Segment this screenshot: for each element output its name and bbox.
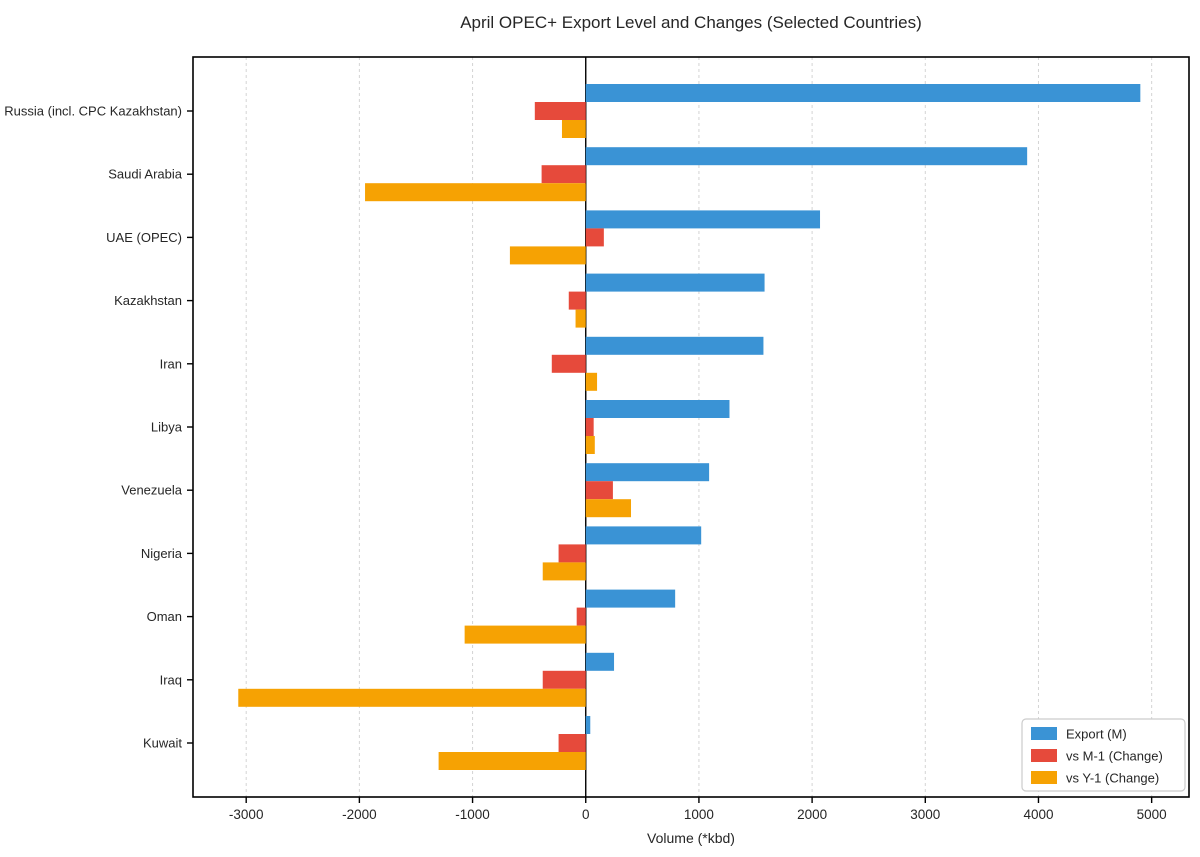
category-label: UAE (OPEC)	[106, 230, 182, 245]
bar-y1-change	[365, 183, 586, 202]
category-label: Iran	[160, 356, 182, 371]
category-label: Russia (incl. CPC Kazakhstan)	[4, 104, 182, 119]
x-tick-label: -1000	[455, 807, 490, 822]
legend-label: Export (M)	[1066, 727, 1127, 742]
category-label: Oman	[147, 609, 182, 624]
bar-y1-change	[561, 120, 586, 138]
category-label: Nigeria	[141, 546, 183, 561]
category-label: Saudi Arabia	[108, 167, 182, 182]
bar-y1-change	[585, 499, 632, 518]
category-label: Iraq	[160, 672, 182, 687]
legend-label: vs M-1 (Change)	[1066, 749, 1163, 764]
category-label: Kazakhstan	[114, 293, 182, 308]
bar-export	[585, 84, 1141, 102]
x-tick-label: 0	[582, 807, 590, 822]
bar-y1-change	[542, 562, 586, 581]
bar-m1-change	[551, 354, 586, 373]
bar-y1-change	[464, 625, 586, 644]
bar-export	[585, 716, 591, 734]
bar-y1-change	[509, 246, 586, 265]
bar-export	[585, 210, 821, 229]
x-tick-label: -3000	[229, 807, 264, 822]
bar-export	[585, 336, 764, 355]
bar-export	[585, 652, 615, 671]
bar-export	[585, 463, 710, 482]
category-label: Libya	[151, 420, 183, 435]
bar-y1-change	[238, 688, 586, 707]
chart-title: April OPEC+ Export Level and Changes (Se…	[460, 13, 922, 32]
category-label: Venezuela	[121, 483, 182, 498]
bar-m1-change	[534, 102, 586, 120]
x-tick-label: 5000	[1137, 807, 1167, 822]
x-axis-label: Volume (*kbd)	[647, 830, 735, 846]
x-tick-label: -2000	[342, 807, 377, 822]
bar-m1-change	[542, 670, 586, 689]
category-label: Kuwait	[143, 736, 182, 751]
bar-y1-change	[585, 436, 595, 454]
bar-m1-change	[576, 607, 586, 626]
bar-export	[585, 589, 676, 608]
bar-m1-change	[541, 165, 586, 184]
plot-border	[192, 56, 1190, 798]
legend-swatch	[1031, 727, 1057, 740]
bar-export	[585, 400, 730, 418]
bar-m1-change	[585, 228, 604, 247]
legend-swatch	[1031, 749, 1057, 762]
x-tick-label: 1000	[684, 807, 714, 822]
bar-export	[585, 273, 765, 292]
x-tick-label: 4000	[1023, 807, 1053, 822]
bar-m1-change	[558, 544, 586, 563]
bar-y1-change	[438, 752, 586, 770]
bar-export	[585, 526, 702, 545]
bar-m1-change	[585, 481, 613, 500]
bar-m1-change	[585, 418, 594, 436]
bar-m1-change	[558, 734, 586, 752]
bar-y1-change	[575, 309, 586, 328]
legend-box	[1021, 718, 1186, 792]
legend-label: vs Y-1 (Change)	[1066, 771, 1159, 786]
bar-m1-change	[568, 291, 586, 310]
x-tick-label: 2000	[797, 807, 827, 822]
x-tick-label: 3000	[910, 807, 940, 822]
legend-swatch	[1031, 771, 1057, 784]
bar-export	[585, 147, 1028, 166]
bar-y1-change	[585, 372, 598, 391]
